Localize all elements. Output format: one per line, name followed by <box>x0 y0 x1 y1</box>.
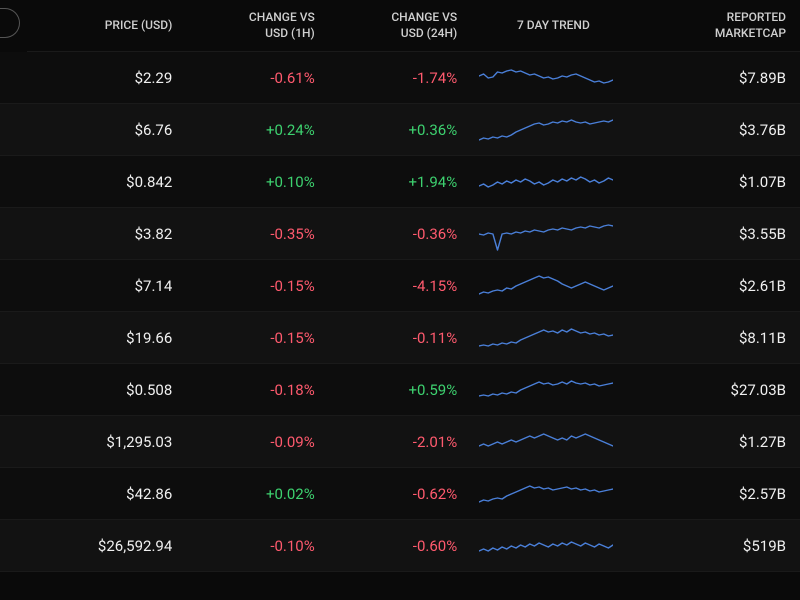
table-row[interactable]: $0.842+0.10%+1.94% $1.07B <box>0 156 800 208</box>
row-stub <box>0 520 27 572</box>
cell-marketcap: $3.76B <box>636 104 800 156</box>
cell-marketcap: $1.07B <box>636 156 800 208</box>
sparkline-chart <box>479 58 613 98</box>
cell-trend <box>471 156 635 208</box>
sparkline-chart <box>479 318 613 358</box>
cell-price: $3.82 <box>27 208 186 260</box>
cell-trend <box>471 468 635 520</box>
cell-change-24h: -1.74% <box>329 52 471 104</box>
cell-marketcap: $2.61B <box>636 260 800 312</box>
row-stub <box>0 156 27 208</box>
header-price[interactable]: PRICE (USD) <box>27 0 186 52</box>
cell-change-24h: +0.36% <box>329 104 471 156</box>
cell-price: $42.86 <box>27 468 186 520</box>
row-stub <box>0 104 27 156</box>
table-row[interactable]: $0.508-0.18%+0.59% $27.03B <box>0 364 800 416</box>
cell-trend <box>471 364 635 416</box>
cell-marketcap: $3.55B <box>636 208 800 260</box>
cell-change-24h: -4.15% <box>329 260 471 312</box>
cell-change-1h: -0.35% <box>186 208 328 260</box>
cell-price: $0.508 <box>27 364 186 416</box>
table-row[interactable]: $1,295.03-0.09%-2.01% $1.27B <box>0 416 800 468</box>
sparkline-chart <box>479 422 613 462</box>
table-row[interactable]: $26,592.94-0.10%-0.60% $519B <box>0 520 800 572</box>
cell-change-1h: -0.61% <box>186 52 328 104</box>
sparkline-chart <box>479 266 613 306</box>
cell-change-24h: -2.01% <box>329 416 471 468</box>
cell-marketcap: $2.57B <box>636 468 800 520</box>
table-row[interactable]: $19.66-0.15%-0.11% $8.11B <box>0 312 800 364</box>
cell-change-1h: +0.24% <box>186 104 328 156</box>
row-stub <box>0 260 27 312</box>
header-marketcap[interactable]: REPORTED MARKETCAP <box>636 0 800 52</box>
cell-trend <box>471 52 635 104</box>
table-row[interactable]: $2.29-0.61%-1.74% $7.89B <box>0 52 800 104</box>
cell-marketcap: $1.27B <box>636 416 800 468</box>
table-row[interactable]: $42.86+0.02%-0.62% $2.57B <box>0 468 800 520</box>
row-stub <box>0 416 27 468</box>
cell-change-1h: +0.02% <box>186 468 328 520</box>
cell-trend <box>471 260 635 312</box>
cell-change-24h: -0.36% <box>329 208 471 260</box>
sparkline-chart <box>479 526 613 566</box>
cell-change-1h: -0.09% <box>186 416 328 468</box>
cell-trend <box>471 312 635 364</box>
table-row[interactable]: $6.76+0.24%+0.36% $3.76B <box>0 104 800 156</box>
cell-price: $2.29 <box>27 52 186 104</box>
sparkline-chart <box>479 474 613 514</box>
cell-marketcap: $27.03B <box>636 364 800 416</box>
header-trend[interactable]: 7 DAY TREND <box>471 0 635 52</box>
row-stub <box>0 208 27 260</box>
cell-change-24h: -0.62% <box>329 468 471 520</box>
cell-change-24h: -0.11% <box>329 312 471 364</box>
table-header-row: PRICE (USD) CHANGE VS USD (1H) CHANGE VS… <box>0 0 800 52</box>
cell-change-1h: -0.10% <box>186 520 328 572</box>
cell-marketcap: $7.89B <box>636 52 800 104</box>
sparkline-chart <box>479 214 613 254</box>
cell-trend <box>471 208 635 260</box>
cell-marketcap: $8.11B <box>636 312 800 364</box>
header-stub <box>0 0 27 52</box>
row-stub <box>0 468 27 520</box>
cell-price: $1,295.03 <box>27 416 186 468</box>
header-change-1h[interactable]: CHANGE VS USD (1H) <box>186 0 328 52</box>
cell-price: $0.842 <box>27 156 186 208</box>
cell-change-1h: -0.15% <box>186 312 328 364</box>
cell-change-1h: -0.15% <box>186 260 328 312</box>
cell-price: $19.66 <box>27 312 186 364</box>
sparkline-chart <box>479 162 613 202</box>
cell-trend <box>471 520 635 572</box>
cell-change-24h: +1.94% <box>329 156 471 208</box>
cell-change-24h: +0.59% <box>329 364 471 416</box>
row-stub <box>0 312 27 364</box>
cell-change-24h: -0.60% <box>329 520 471 572</box>
crypto-price-table: PRICE (USD) CHANGE VS USD (1H) CHANGE VS… <box>0 0 800 572</box>
table-row[interactable]: $3.82-0.35%-0.36% $3.55B <box>0 208 800 260</box>
cell-trend <box>471 416 635 468</box>
header-change-24h[interactable]: CHANGE VS USD (24H) <box>329 0 471 52</box>
cell-price: $7.14 <box>27 260 186 312</box>
table-body: $2.29-0.61%-1.74%$7.89B$6.76+0.24%+0.36%… <box>0 52 800 572</box>
sparkline-chart <box>479 370 613 410</box>
row-stub <box>0 52 27 104</box>
row-stub <box>0 364 27 416</box>
sparkline-chart <box>479 110 613 150</box>
cell-change-1h: +0.10% <box>186 156 328 208</box>
cell-change-1h: -0.18% <box>186 364 328 416</box>
cell-trend <box>471 104 635 156</box>
cell-marketcap: $519B <box>636 520 800 572</box>
cell-price: $6.76 <box>27 104 186 156</box>
table-row[interactable]: $7.14-0.15%-4.15% $2.61B <box>0 260 800 312</box>
cell-price: $26,592.94 <box>27 520 186 572</box>
